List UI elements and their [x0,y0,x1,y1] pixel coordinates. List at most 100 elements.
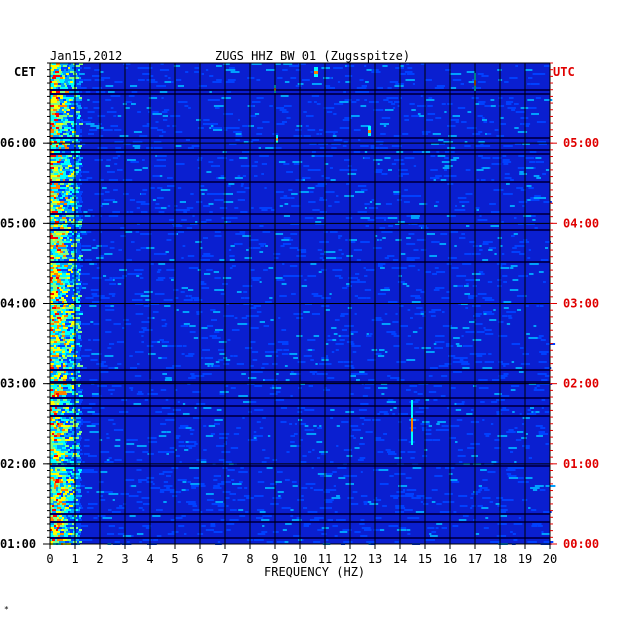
noise-streak [514,245,520,247]
lowfreq-cell [68,233,72,235]
lowfreq-cell [71,99,73,101]
noise-streak [165,399,169,401]
noise-streak [503,281,507,283]
noise-streak [276,373,279,375]
noise-streak [234,207,239,209]
lowfreq-cell [62,127,64,129]
lowfreq-cell [78,187,80,189]
noise-streak [89,305,97,307]
noise-streak [282,529,287,531]
noise-streak [290,509,294,511]
lowfreq-cell [70,493,73,495]
noise-streak [406,257,416,259]
noise-streak [514,467,524,469]
lowfreq-cell [79,163,82,165]
lowfreq-cell [74,169,78,171]
lowfreq-cell [78,115,81,117]
lowfreq-cell [62,233,65,235]
lowfreq-cell [70,421,72,423]
lowfreq-cell [62,351,65,353]
noise-streak [133,131,142,133]
lowfreq-cell [57,107,60,109]
lowfreq-cell [68,125,72,127]
noise-streak [242,151,252,153]
noise-streak [529,151,537,153]
lowfreq-cell [52,375,54,377]
lowfreq-cell [78,103,81,105]
lowfreq-cell [79,529,82,531]
lowfreq-cell [70,129,73,131]
noise-streak [307,187,315,189]
lowfreq-cell [72,335,76,337]
noise-streak [332,525,338,527]
noise-streak [213,479,218,481]
noise-streak [140,277,144,279]
lowfreq-cell [54,441,58,443]
noise-streak [117,283,122,285]
noise-streak [80,273,90,275]
noise-streak [429,255,437,257]
lowfreq-cell [71,485,75,487]
lowfreq-cell [76,411,78,413]
noise-streak [256,133,263,135]
lowfreq-cell [68,201,70,203]
noise-streak [316,103,321,105]
noise-streak [377,163,380,165]
noise-streak [483,313,487,315]
noise-streak [539,351,549,353]
lowfreq-cell [79,73,83,75]
lowfreq-cell [65,323,67,325]
noise-streak [175,455,180,457]
lowfreq-cell [70,283,73,285]
lowfreq-cell [60,179,63,181]
x-tick-label: 13 [368,552,382,566]
noise-streak [202,123,210,125]
lowfreq-cell [54,223,56,225]
noise-streak [325,131,332,133]
noise-streak [357,279,360,281]
lowfreq-cell [63,95,66,97]
noise-streak [310,487,313,489]
noise-streak [118,527,124,529]
lowfreq-cell [58,233,62,235]
noise-streak [86,469,94,471]
lowfreq-cell [60,257,62,259]
noise-streak [448,135,457,137]
lowfreq-cell [54,323,57,325]
lowfreq-cell [50,245,54,247]
lowfreq-cell [72,421,74,423]
lowfreq-cell [71,127,75,129]
lowfreq-cell [62,431,64,433]
noise-streak [284,275,294,277]
lowfreq-cell [63,519,65,521]
lowfreq-cell [75,143,77,145]
noise-streak [405,195,415,197]
lowfreq-cell [56,525,58,527]
lowfreq-cell [58,449,61,451]
lowfreq-cell [54,461,57,463]
lowfreq-cell [64,187,67,189]
lowfreq-cell [50,289,53,291]
lowfreq-cell [76,147,79,149]
noise-streak [112,95,121,97]
lowfreq-cell [56,155,58,157]
noise-streak [432,309,437,311]
lowfreq-cell [63,495,65,497]
lowfreq-cell [78,233,80,235]
noise-streak [441,375,448,377]
lowfreq-cell [76,379,80,381]
lowfreq-cell [60,275,64,277]
noise-streak [185,295,189,297]
lowfreq-cell [79,219,83,221]
lowfreq-cell [74,315,78,317]
noise-streak [494,439,500,441]
noise-streak [360,519,365,521]
lowfreq-cell [62,171,64,173]
lowfreq-cell [53,199,55,201]
lowfreq-cell [75,103,78,105]
x-tick-label: 19 [518,552,532,566]
lowfreq-cell [78,497,81,499]
noise-streak [214,235,222,237]
lowfreq-cell [50,121,53,123]
